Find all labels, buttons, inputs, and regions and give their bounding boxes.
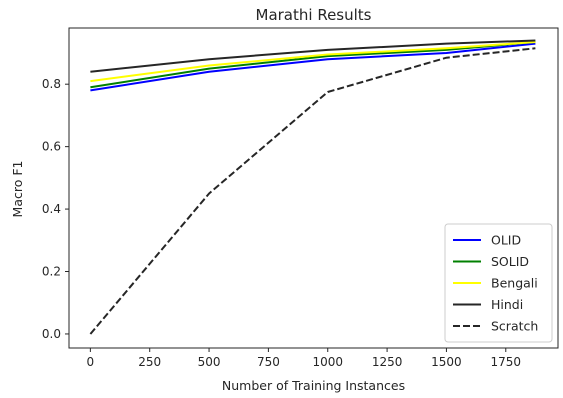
legend-label-bengali: Bengali: [491, 276, 538, 291]
x-tick-label: 0: [87, 355, 95, 369]
series-line-olid: [90, 42, 536, 92]
y-tick-label: 0.4: [42, 202, 61, 216]
axes-frame: [68, 27, 559, 349]
legend-label-solid: SOLID: [491, 254, 529, 269]
series-line-solid: [90, 41, 536, 89]
plot-area: 0 250 500 750 1000 1250 1500 1750 0.0 0.2 0.4 0.6 0.…: [42, 27, 559, 369]
y-axis-label: Macro F1: [10, 161, 25, 218]
x-tick-label: 1500: [431, 355, 462, 369]
x-tick-label: 1750: [491, 355, 522, 369]
legend-box: [444, 223, 553, 343]
y-tick-label: 0.8: [42, 77, 61, 91]
x-tick-label: 1000: [312, 355, 343, 369]
y-tick-label: 0.6: [42, 140, 61, 154]
y-tick-label: 0.0: [42, 327, 61, 341]
chart-title: Marathi Results: [256, 6, 372, 24]
legend-label-olid: OLID: [491, 233, 521, 248]
x-tick-label: 500: [198, 355, 221, 369]
series-line-scratch: [89, 47, 536, 335]
legend-label-scratch: Scratch: [491, 319, 538, 334]
legend: OLID SOLID Bengali Hindi Scratch: [444, 223, 553, 343]
x-tick-label: 1250: [372, 355, 403, 369]
y-tick-label: 0.2: [42, 265, 61, 279]
legend-label-hindi: Hindi: [491, 297, 523, 312]
series-line-hindi: [90, 39, 536, 73]
x-axis-label: Number of Training Instances: [222, 378, 405, 393]
x-tick-label: 250: [138, 355, 161, 369]
x-tick-label: 750: [257, 355, 280, 369]
series-line-bengali: [90, 41, 536, 83]
